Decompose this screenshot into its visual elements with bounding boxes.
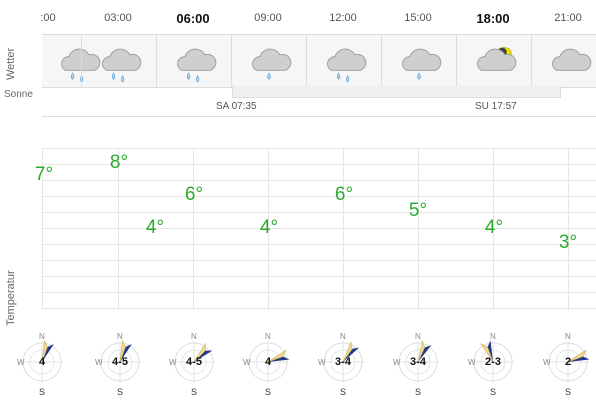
- temperature-value: 7°: [34, 164, 54, 185]
- cloud-moon-icon: [468, 43, 520, 83]
- compass-south-label: S: [265, 387, 272, 397]
- weather-cell: [456, 35, 532, 87]
- time-label: 09:00: [254, 12, 282, 24]
- wind-rose: N S W 2-3: [464, 331, 522, 399]
- temperature-value: 8°: [109, 152, 129, 173]
- time-label: 12:00: [329, 12, 357, 24]
- compass-south-label: S: [415, 387, 422, 397]
- temperature-value: 3°: [558, 232, 578, 253]
- temperature-value: 4°: [259, 217, 279, 238]
- wind-rose: N S W 2: [539, 331, 596, 399]
- temperature-value: 5°: [408, 200, 428, 221]
- sun-row-label: Sonne: [4, 89, 33, 100]
- temperature-grid: [42, 148, 596, 310]
- compass-south-label: S: [565, 387, 572, 397]
- weather-cell: [156, 35, 232, 87]
- cloud-icon: [543, 43, 595, 83]
- sun-row: [42, 86, 596, 117]
- wind-rose: N S W 4-5: [165, 331, 223, 399]
- wind-speed: 4: [264, 356, 272, 368]
- wind-rose: N S W 3-4: [389, 331, 447, 399]
- compass-north-label: N: [565, 332, 571, 341]
- cloud-rain-icon: [168, 43, 220, 83]
- temperature-row-label: Temperatur: [5, 270, 17, 326]
- cloud-rain-icon: [93, 43, 145, 83]
- compass-west-label: W: [17, 358, 25, 367]
- cloud-rain-icon: [318, 43, 370, 83]
- compass-icon: [547, 341, 590, 383]
- time-label: 15:00: [404, 12, 432, 24]
- compass-icon: [173, 341, 215, 383]
- weather-cell: [381, 35, 457, 87]
- temperature-value: 4°: [484, 217, 504, 238]
- wind-rose: N S W 4: [239, 331, 297, 399]
- compass-north-label: N: [490, 332, 496, 341]
- wind-speed: 2: [564, 356, 572, 368]
- weather-cell: [81, 35, 157, 87]
- temperature-value: 6°: [334, 184, 354, 205]
- compass-icon: [322, 341, 364, 383]
- sunrise-time: SA 07:35: [216, 101, 257, 112]
- compass-icon: [247, 341, 290, 383]
- compass-south-label: S: [39, 387, 46, 397]
- compass-north-label: N: [265, 332, 271, 341]
- wind-rose: N S W 3-4: [314, 331, 372, 399]
- weather-cell: [231, 35, 307, 87]
- wind-speed: 4: [38, 356, 46, 368]
- compass-west-label: W: [95, 358, 103, 367]
- compass-north-label: N: [191, 332, 197, 341]
- compass-west-label: W: [169, 358, 177, 367]
- time-label: 03:00: [104, 12, 132, 24]
- weather-row-label: Wetter: [5, 47, 17, 80]
- compass-west-label: W: [318, 358, 326, 367]
- compass-south-label: S: [340, 387, 347, 397]
- compass-icon: [472, 340, 514, 383]
- cloud-drizzle-icon: [393, 43, 445, 83]
- weather-cell: [306, 35, 382, 87]
- compass-icon: [99, 339, 141, 383]
- wind-speed: 3-4: [410, 356, 426, 368]
- temperature-value: 4°: [145, 217, 165, 238]
- cloud-rain-icon: [52, 43, 104, 83]
- wind-rose: N S W 4-5: [91, 331, 149, 399]
- wind-rose: N S W 4: [13, 331, 71, 399]
- time-label: 21:00: [554, 12, 582, 24]
- wind-speed: 4-5: [112, 356, 128, 368]
- time-label: 18:00: [476, 11, 510, 26]
- compass-north-label: N: [340, 332, 346, 341]
- time-label: :00: [40, 12, 56, 24]
- compass-north-label: N: [415, 332, 421, 341]
- compass-south-label: S: [117, 387, 124, 397]
- wind-speed: 2-3: [485, 356, 501, 368]
- compass-west-label: W: [468, 358, 476, 367]
- compass-north-label: N: [39, 332, 45, 341]
- weather-cell: [42, 35, 117, 87]
- compass-south-label: S: [191, 387, 198, 397]
- time-label: 06:00: [176, 11, 210, 26]
- compass-west-label: W: [393, 358, 401, 367]
- compass-north-label: N: [117, 332, 123, 341]
- compass-icon: [21, 339, 63, 383]
- compass-icon: [397, 339, 439, 383]
- compass-west-label: W: [243, 358, 251, 367]
- daylight-bar: [232, 86, 561, 98]
- compass-south-label: S: [490, 387, 497, 397]
- weather-row: [42, 34, 596, 88]
- sunset-time: SU 17:57: [475, 101, 517, 112]
- temperature-value: 6°: [184, 184, 204, 205]
- wind-speed: 3-4: [335, 356, 351, 368]
- weather-cell: [531, 35, 596, 87]
- compass-west-label: W: [543, 358, 551, 367]
- wind-speed: 4-5: [186, 356, 202, 368]
- cloud-drizzle-icon: [243, 43, 295, 83]
